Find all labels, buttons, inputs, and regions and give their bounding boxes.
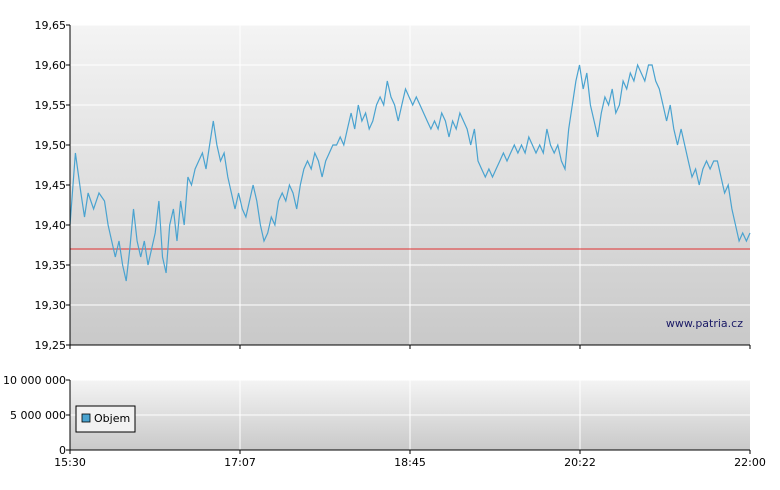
- x-tick-label: 18:45: [394, 456, 426, 469]
- legend: Objem: [75, 405, 136, 433]
- price-y-tick-label: 19,50: [35, 139, 67, 152]
- x-tick-label: 22:00: [734, 456, 766, 469]
- price-panel: 19,25 19,30 19,35 19,40 19,45 19,50 19,55 19,60…: [35, 19, 751, 352]
- price-y-tick-label: 19,55: [35, 99, 67, 112]
- volume-panel: 0 5 000 000 10 000 000 15:30 17:07 18:45 20:2…: [3, 345, 766, 469]
- watermark-text: www.patria.cz: [666, 317, 743, 330]
- price-y-tick-label: 19,65: [35, 19, 67, 32]
- volume-grid: [70, 379, 750, 450]
- legend-label: Objem: [94, 412, 130, 425]
- price-y-axis: 19,25 19,30 19,35 19,40 19,45 19,50 19,55 19,60…: [35, 19, 70, 352]
- price-y-tick-label: 19,35: [35, 259, 67, 272]
- volume-y-tick-label: 5 000 000: [10, 409, 66, 422]
- price-y-tick-label: 19,45: [35, 179, 67, 192]
- price-y-tick-label: 19,40: [35, 219, 67, 232]
- x-tick-label: 15:30: [54, 456, 86, 469]
- x-tick-label: 20:22: [564, 456, 596, 469]
- time-x-axis: 15:30 17:07 18:45 20:22 22:00: [54, 345, 766, 469]
- price-y-tick-label: 19,25: [35, 339, 67, 352]
- price-y-tick-label: 19,60: [35, 59, 67, 72]
- volume-y-axis: 0 5 000 000 10 000 000: [3, 374, 70, 457]
- price-series-line: [69, 63, 751, 282]
- x-tick-label: 17:07: [224, 456, 256, 469]
- price-grid: [70, 24, 750, 345]
- volume-y-tick-label: 10 000 000: [3, 374, 66, 387]
- price-y-tick-label: 19,30: [35, 299, 67, 312]
- volume-y-tick-label: 0: [59, 444, 66, 457]
- legend-swatch: [81, 413, 91, 423]
